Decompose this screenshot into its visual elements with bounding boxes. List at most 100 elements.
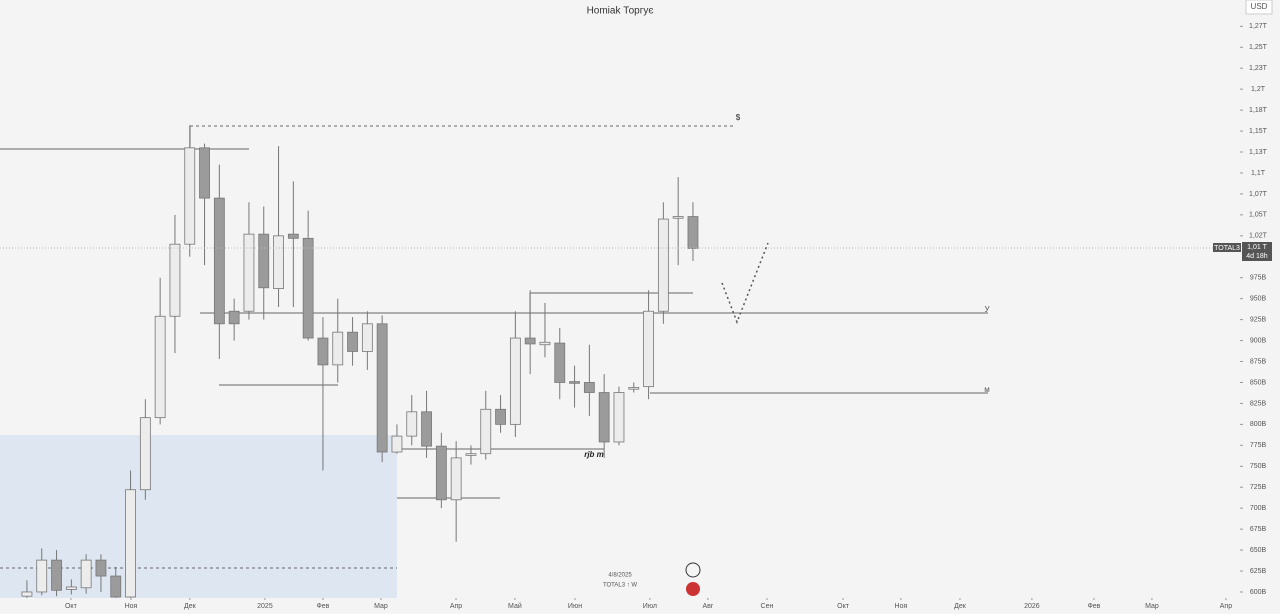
- candle-body: [243, 233, 255, 312]
- y-tick-label: 850B: [1250, 379, 1267, 386]
- candle-body: [421, 411, 432, 447]
- x-tick-label: Авг: [702, 603, 713, 610]
- countdown: 4d 18h: [1246, 253, 1268, 260]
- x-tick-label: Сен: [761, 603, 774, 610]
- price-box: [1242, 242, 1272, 261]
- y-tick-label: 800B: [1250, 421, 1267, 428]
- candle-body: [598, 392, 610, 443]
- y-tick-label: 625B: [1250, 568, 1267, 575]
- annotation: У: [984, 305, 990, 314]
- candle-body: [125, 489, 136, 598]
- candle-body: [317, 337, 329, 366]
- candle-body: [495, 408, 506, 425]
- y-tick-label: 650B: [1250, 547, 1267, 554]
- y-tick-label: 675B: [1250, 526, 1267, 533]
- candle-body: [687, 216, 699, 249]
- y-tick-label: 875B: [1250, 358, 1267, 365]
- y-tick-label: 950B: [1250, 296, 1267, 303]
- y-tick-label: 725B: [1250, 484, 1267, 491]
- y-tick-label: 700B: [1250, 505, 1267, 512]
- x-tick-label: Фев: [1087, 603, 1100, 610]
- icon[interactable]: [686, 582, 700, 596]
- y-tick-label: 1,1T: [1251, 170, 1266, 177]
- candle-body: [361, 323, 373, 352]
- candle-body: [258, 233, 270, 289]
- y-tick-label: 600B: [1250, 589, 1267, 596]
- candle-body: [273, 235, 284, 290]
- candle-body: [465, 453, 477, 456]
- x-tick-label: Май: [508, 602, 522, 610]
- x-tick-label: Фев: [316, 603, 329, 610]
- x-tick-label: 2025: [257, 603, 273, 610]
- x-tick-label: Апр: [1220, 603, 1232, 610]
- y-tick-label: 900B: [1250, 337, 1267, 344]
- candle-body: [65, 586, 77, 590]
- x-tick-label: Дек: [954, 603, 967, 610]
- x-tick-label: Дек: [184, 603, 197, 610]
- y-tick-label: 750B: [1250, 463, 1267, 470]
- x-tick-label: Апр: [450, 603, 462, 610]
- candle-body: [376, 323, 388, 453]
- x-tick-label: Июн: [568, 603, 582, 610]
- y-tick-label: 1,15T: [1249, 128, 1268, 135]
- candle-body: [554, 342, 566, 383]
- candle-body: [347, 331, 358, 352]
- candle-body: [169, 243, 181, 317]
- symbol-box: [1213, 243, 1241, 252]
- y-tick-label: 925B: [1250, 316, 1267, 323]
- candle-body: [628, 387, 640, 390]
- candle-body: [657, 218, 669, 312]
- candle-body: [95, 559, 107, 577]
- candle-body: [539, 341, 551, 346]
- candle-body: [184, 147, 196, 245]
- x-tick-label: Ноя: [895, 603, 908, 610]
- currency: USD: [1251, 2, 1268, 11]
- candle-body: [228, 310, 240, 325]
- candle-body: [435, 445, 447, 501]
- candle-body: [302, 237, 314, 339]
- x-tick-label: Ноя: [125, 603, 138, 610]
- projection: [721, 242, 769, 325]
- annotation: м: [984, 385, 990, 394]
- y-tick-label: 775B: [1250, 442, 1267, 449]
- annotation: $: [736, 113, 741, 122]
- y-tick-label: 1,18T: [1249, 107, 1268, 114]
- x-tick-label: Июл: [643, 603, 657, 610]
- candle-body: [332, 331, 344, 366]
- price-label: 1,01 T: [1247, 244, 1267, 251]
- currency-box[interactable]: [1245, 0, 1273, 15]
- icon[interactable]: [685, 562, 701, 578]
- candle-body: [480, 408, 492, 455]
- candle-body: [524, 337, 536, 345]
- y-tick-label: 1,25T: [1249, 44, 1268, 51]
- footer-symbol: TOTAL3 ↑ W: [603, 583, 637, 589]
- candle-body: [51, 559, 62, 591]
- candle-body: [110, 575, 122, 598]
- candle-body: [569, 381, 580, 384]
- x-tick-label: 2026: [1024, 603, 1040, 610]
- y-tick-label: 1,23T: [1249, 65, 1268, 72]
- y-tick-label: 1,05T: [1249, 212, 1268, 219]
- x-tick-label: Мар: [1145, 603, 1159, 610]
- x-tick-label: Окт: [65, 603, 78, 610]
- candle-body: [391, 435, 403, 453]
- candle-body: [199, 147, 210, 199]
- y-tick-label: 1,02T: [1249, 233, 1268, 240]
- y-tick-label: 975B: [1250, 275, 1267, 282]
- y-tick-label: 1,13T: [1249, 149, 1268, 156]
- y-tick-label: 825B: [1250, 400, 1267, 407]
- price-axis: [1240, 0, 1280, 614]
- candle-body: [287, 233, 299, 239]
- candle-body: [643, 310, 654, 388]
- y-tick-label: 1,27T: [1249, 23, 1268, 30]
- candle-body: [613, 392, 625, 443]
- candle-body: [21, 591, 33, 597]
- candle-body: [672, 216, 684, 219]
- candle-body: [583, 382, 595, 393]
- x-tick-label: Окт: [837, 603, 850, 610]
- zone: [0, 435, 397, 598]
- y-tick-label: 1,2T: [1251, 86, 1266, 93]
- candle-body: [36, 559, 48, 593]
